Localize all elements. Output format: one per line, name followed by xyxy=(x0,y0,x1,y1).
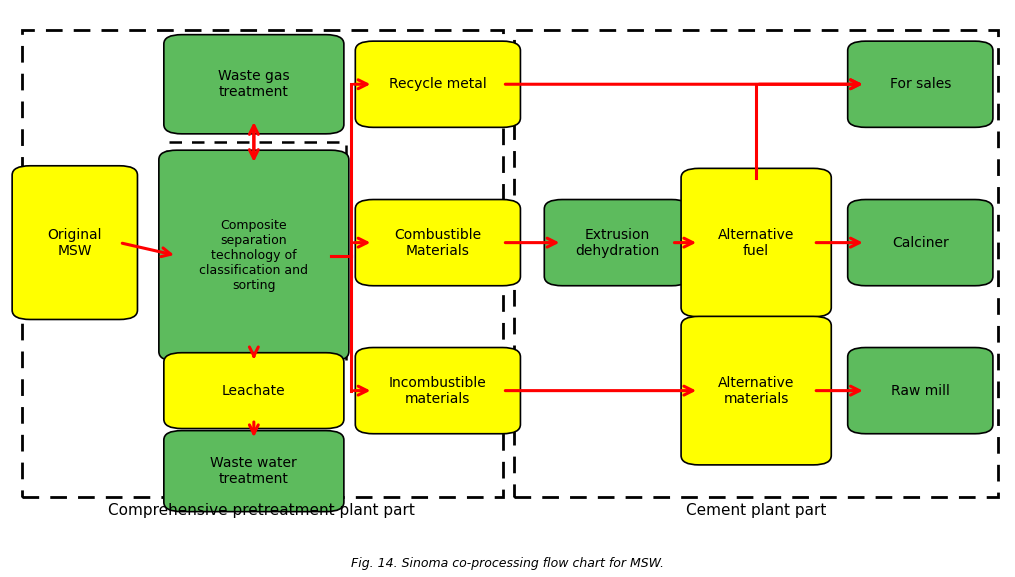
FancyBboxPatch shape xyxy=(848,41,993,128)
FancyBboxPatch shape xyxy=(163,353,344,429)
FancyBboxPatch shape xyxy=(355,200,521,286)
FancyBboxPatch shape xyxy=(163,35,344,134)
Text: Incombustible
materials: Incombustible materials xyxy=(389,376,487,406)
Text: Calciner: Calciner xyxy=(892,235,949,250)
Text: Recycle metal: Recycle metal xyxy=(389,77,487,91)
Text: Original
MSW: Original MSW xyxy=(48,227,103,258)
Text: Waste gas
treatment: Waste gas treatment xyxy=(218,69,289,99)
Text: Combustible
Materials: Combustible Materials xyxy=(394,227,481,258)
FancyBboxPatch shape xyxy=(848,347,993,434)
Text: Composite
separation
technology of
classification and
sorting: Composite separation technology of class… xyxy=(199,219,309,292)
Text: Alternative
fuel: Alternative fuel xyxy=(718,227,795,258)
FancyBboxPatch shape xyxy=(355,347,521,434)
Text: Leachate: Leachate xyxy=(222,384,285,398)
FancyBboxPatch shape xyxy=(544,200,689,286)
Text: Raw mill: Raw mill xyxy=(891,384,950,398)
FancyBboxPatch shape xyxy=(681,168,831,317)
Text: Extrusion
dehydration: Extrusion dehydration xyxy=(574,227,659,258)
Text: Fig. 14. Sinoma co-processing flow chart for MSW.: Fig. 14. Sinoma co-processing flow chart… xyxy=(351,557,664,570)
Text: For sales: For sales xyxy=(889,77,951,91)
Text: Comprehensive pretreatment plant part: Comprehensive pretreatment plant part xyxy=(109,503,415,518)
Text: Alternative
materials: Alternative materials xyxy=(718,376,795,406)
FancyBboxPatch shape xyxy=(159,150,349,361)
Text: Cement plant part: Cement plant part xyxy=(686,503,826,518)
FancyBboxPatch shape xyxy=(848,200,993,286)
FancyBboxPatch shape xyxy=(355,41,521,128)
FancyBboxPatch shape xyxy=(681,316,831,465)
Text: Waste water
treatment: Waste water treatment xyxy=(210,456,297,486)
FancyBboxPatch shape xyxy=(163,430,344,512)
FancyBboxPatch shape xyxy=(12,166,137,320)
